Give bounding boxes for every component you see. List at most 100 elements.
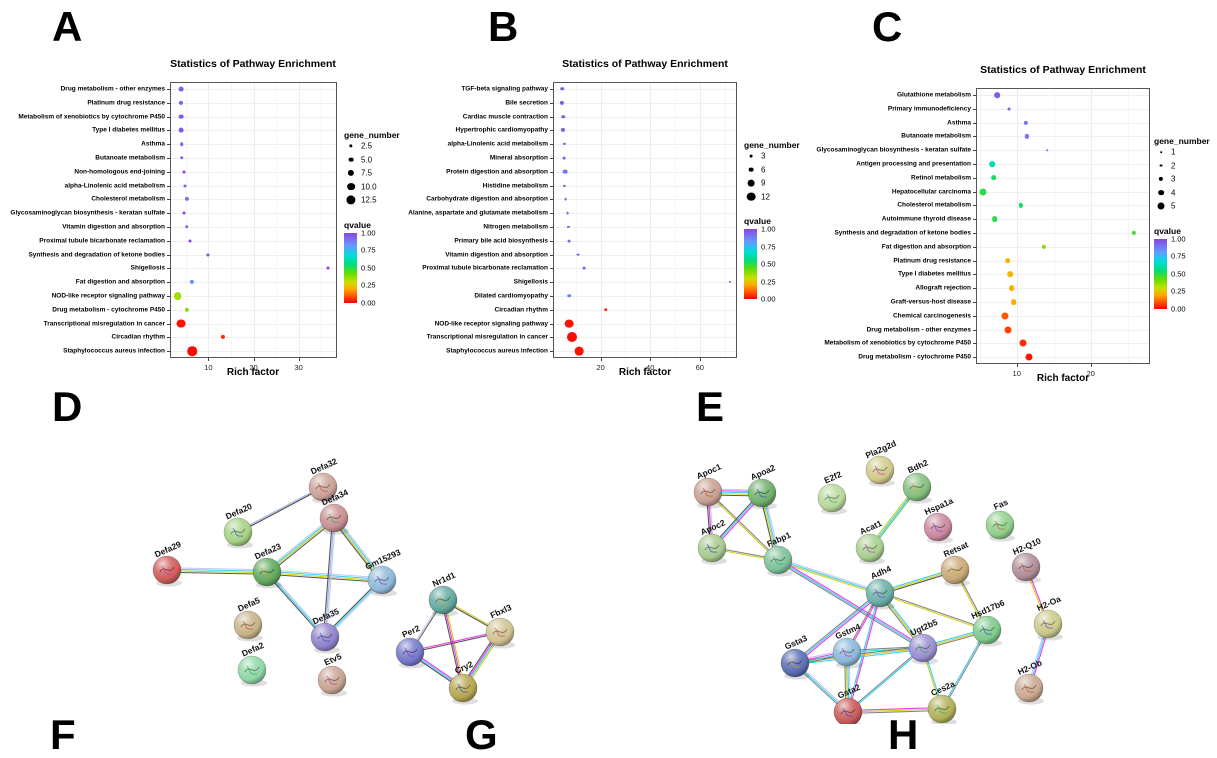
bubble [1041,244,1047,249]
panel-letter-d: D [52,383,83,430]
y-tick [167,309,170,311]
bubble [563,143,566,146]
grid-line [171,282,336,284]
pathway-label: Nitrogen metabolism [483,223,548,231]
bubble [574,346,584,356]
bubble [1046,149,1048,151]
pathway-label: Transcriptional misregulation in cancer [43,320,165,327]
pathway-label: Drug metabolism - cytochrome P450 [858,353,971,361]
grid-line [554,157,736,159]
y-tick [973,274,976,276]
grid-line [171,240,336,242]
y-tick [167,254,170,256]
y-tick [167,102,170,104]
network-edge [777,560,880,595]
y-tick [550,309,553,311]
x-tick-label: 20 [249,363,258,372]
network-edge [794,592,881,664]
legend-size-dot [1160,151,1162,153]
pathway-label: Type I diabetes mellitus [898,270,971,278]
bubble [990,174,997,181]
grid-line [230,83,232,357]
chart-c-xlabel: Rich factor [1036,373,1090,384]
legend-size-label: 2.5 [361,141,373,151]
y-tick [550,295,553,297]
grid-line [977,232,1149,234]
y-tick [550,199,553,201]
bubble [1024,134,1030,139]
bubble [994,92,1001,98]
grid-line [977,150,1149,152]
grid-line [554,88,736,90]
grid-line [171,102,336,104]
pathway-label: Chemical carcinogenesis [892,312,971,320]
network-edge [442,599,464,689]
bubble [604,307,608,312]
bubble [979,188,987,195]
legend-size-label: 6 [761,165,766,174]
legend-qvalue-title: qvalue [744,216,771,226]
bubble [1010,299,1017,305]
figure-page: { "panels": {"a_label":"A","b_label":"B"… [10,5,1210,756]
grid-line [977,94,1149,96]
bubble [564,197,568,201]
y-tick [973,205,976,207]
pathway-label: Asthma [141,140,165,148]
legend-size-dot [1157,202,1165,210]
legend-size-label: 9 [761,178,766,188]
y-tick [973,315,976,317]
grid-line [977,357,1149,359]
grid-line [699,83,701,357]
colorbar-tick-label: 1.00 [1171,234,1186,243]
colorbar-tick-label: 0.00 [361,298,376,307]
grid-line [554,309,736,311]
y-tick [973,163,976,165]
y-tick [973,122,976,124]
network-edge [776,560,923,650]
pathway-label: Proximal tubule bicarbonate reclamation [422,264,548,272]
y-tick [973,301,976,303]
pathway-label: Platinum drug resistance [87,99,165,107]
network-edge [267,569,383,579]
pathway-label: Metabolism of xenobiotics by cytochrome … [18,113,165,120]
network-edge [322,517,334,637]
network-edge [441,600,463,689]
x-tick [208,358,210,361]
pathway-label: Glycosaminoglycan biosynthesis - keratan… [816,146,971,154]
network-node[interactable] [833,697,863,724]
grid-line [171,157,336,159]
grid-line [1016,89,1018,363]
bubble [564,319,574,328]
grid-line [977,315,1149,317]
network-node-label: E2f2 [823,469,844,486]
pathway-label: Metabolism of xenobiotics by cytochrome … [824,339,971,347]
bubble [178,100,183,105]
y-tick [167,240,170,242]
pathway-label: Asthma [947,119,971,126]
grid-line [171,88,336,90]
bubble [561,114,565,119]
grid-line [276,83,278,357]
colorbar-tick-label: 0.50 [361,263,376,272]
pathway-label: NOD-like receptor signaling pathway [434,320,548,327]
y-tick [550,88,553,90]
grid-line [977,329,1149,331]
grid-line [675,83,676,357]
bubble [567,332,578,343]
bubble [728,281,731,284]
network-edge [324,517,335,638]
grid-line [554,295,736,297]
network-edge [708,491,779,560]
bubble [326,266,330,270]
pathway-label: Alanine, aspartate and glutamate metabol… [408,209,548,217]
grid-line [977,122,1149,124]
bubble [563,184,566,187]
x-tick [253,358,255,361]
bubble [1008,285,1015,291]
network-edge [238,487,324,534]
network-edge [410,632,501,654]
grid-line [171,144,336,146]
panel-letter-e: E [696,383,725,430]
network-edge [795,593,882,665]
legend-qvalue-title: qvalue [344,219,371,230]
